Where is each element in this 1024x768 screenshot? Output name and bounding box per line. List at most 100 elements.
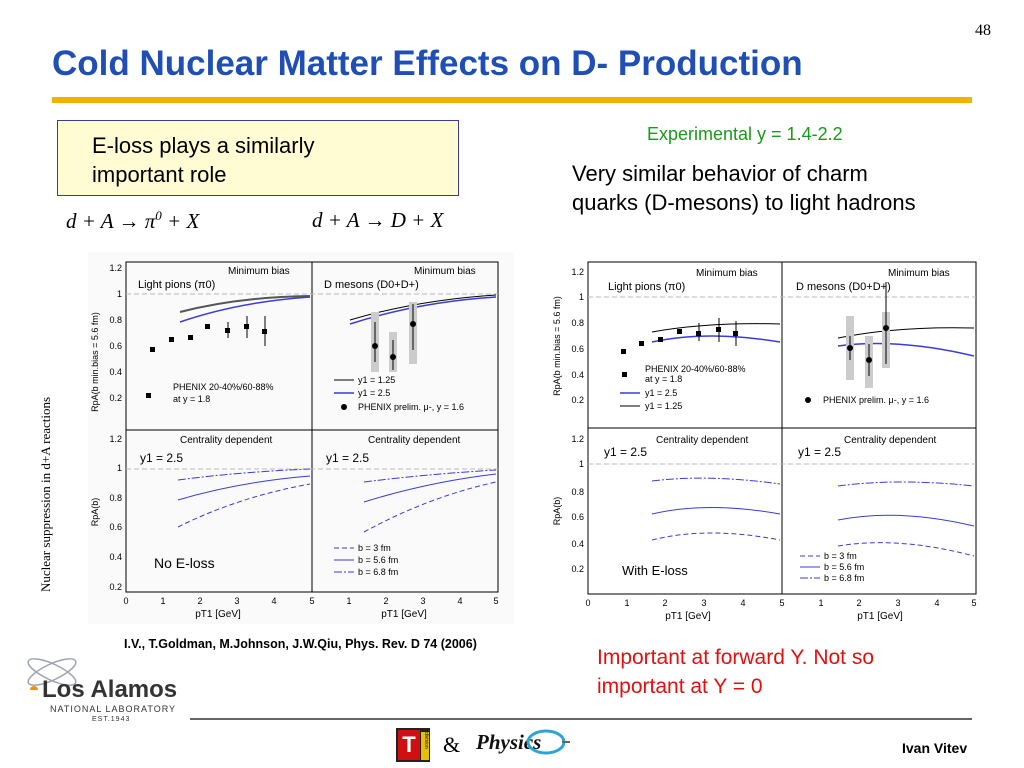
t-letter: T [398, 730, 420, 760]
panel-title: Centrality dependent [656, 435, 749, 446]
y-tick: 0.4 [571, 539, 584, 549]
y-tick: 1.2 [571, 434, 584, 444]
equation-pion-tail: + X [167, 209, 200, 233]
panel-title: Light pions (π0) [608, 281, 685, 293]
legend-text: PHENIX prelim. μ-, y = 1.6 [358, 402, 464, 412]
equation-dmeson-lhs: d + A [312, 208, 360, 232]
x-tick: 0 [585, 598, 590, 608]
x-tick: 1 [624, 598, 629, 608]
legend-text: y1 = 1.25 [645, 401, 682, 411]
physics-text: Physics [476, 730, 542, 754]
callout-line-2: important role [92, 162, 227, 187]
x-tick: 3 [701, 598, 706, 608]
important-note: Important at forward Y. Not so important… [597, 643, 977, 701]
x-tick: 1 [160, 596, 165, 606]
y-tick: 0.8 [571, 318, 584, 328]
y-tick: 0.8 [571, 487, 584, 497]
side-label: Nuclear suppression in d+A reactions [38, 396, 53, 592]
similar-line-1: Very similar behavior of charm [572, 161, 868, 186]
x-tick: 2 [856, 598, 861, 608]
x-tick: 3 [420, 596, 425, 606]
panel-title: Centrality dependent [844, 435, 937, 446]
panel-title: Centrality dependent [180, 435, 273, 446]
panel-tag: Minimum bias [696, 268, 758, 279]
y-tick: 0.4 [109, 552, 122, 562]
y-axis-label: RpA(b) [90, 498, 100, 527]
y-tick: 1 [579, 292, 584, 302]
important-line-1: Important at forward Y. Not so [597, 646, 875, 669]
x-tick: 5 [493, 596, 498, 606]
legend-text: PHENIX prelim. μ-, y = 1.6 [823, 395, 929, 405]
lanl-name: Los Alamos [42, 676, 178, 703]
panel-tag: y1 = 2.5 [326, 451, 369, 465]
similar-line-2: quarks (D-mesons) to light hadrons [572, 190, 916, 215]
similar-behavior-text: Very similar behavior of charm quarks (D… [572, 159, 992, 217]
y-tick: 0.2 [109, 582, 122, 592]
y-tick: 0.6 [109, 341, 122, 351]
legend-text: b = 6.8 fm [358, 567, 398, 577]
y-tick: 0.6 [109, 522, 122, 532]
ampersand: & [443, 732, 461, 757]
y-tick: 1 [117, 289, 122, 299]
x-tick: 3 [234, 596, 239, 606]
legend-text: at y = 1.8 [645, 374, 682, 384]
callout-box [57, 120, 459, 196]
x-tick: 4 [457, 596, 462, 606]
important-line-2: important at Y = 0 [597, 675, 763, 698]
y-tick: 0.2 [571, 395, 584, 405]
y-axis-label: RpA(b min.bias = 5.6 fm) [90, 312, 100, 412]
x-tick: 5 [971, 598, 976, 608]
legend-text: PHENIX 20-40%/60-88% [645, 364, 746, 374]
x-tick: 2 [197, 596, 202, 606]
y-tick: 0.2 [109, 393, 122, 403]
y-tick: 0.6 [571, 512, 584, 522]
arrow-icon: → [118, 209, 140, 233]
y-tick: 1.2 [109, 263, 122, 273]
y-axis-label: RpA(b min.bias = 5.6 fm) [552, 296, 562, 396]
t-division-side: division [421, 732, 429, 760]
figure-with-eloss: 1.2 1 0.8 0.6 0.4 0.2 1.2 1 0.8 0.6 0.4 … [548, 256, 980, 622]
legend-text: b = 3 fm [824, 551, 857, 561]
t-division-logo: T division [396, 728, 430, 762]
x-tick: 3 [895, 598, 900, 608]
panel-tag: y1 = 2.5 [140, 451, 183, 465]
slide-title: Cold Nuclear Matter Effects on D- Produc… [52, 44, 803, 83]
y-tick: 1.2 [109, 434, 122, 444]
y-tick: 1.2 [571, 267, 584, 277]
y-axis-label: RpA(b) [552, 497, 562, 526]
x-tick: 1 [346, 596, 351, 606]
atom-icon [27, 658, 77, 690]
legend-text: b = 3 fm [358, 543, 391, 553]
equation-dmeson-rhs: D + X [390, 208, 444, 232]
equation-pion: d + A → π0 + X [66, 208, 199, 234]
x-axis-label: pT1 [GeV] [381, 609, 427, 620]
callout-line-1: E-loss plays a similarly [92, 133, 315, 158]
panel-tag: Minimum bias [414, 266, 476, 277]
panel-title: D mesons (D0+D+) [796, 281, 891, 293]
x-axis-label: pT1 [GeV] [195, 609, 241, 620]
panel-tag: y1 = 2.5 [798, 445, 841, 459]
legend-text: y1 = 2.5 [645, 388, 677, 398]
x-axis-label: pT1 [GeV] [665, 611, 711, 622]
legend-text: b = 6.8 fm [824, 573, 864, 583]
legend-text: y1 = 1.25 [358, 375, 395, 385]
y-tick: 0.2 [571, 564, 584, 574]
callout-text: E-loss plays a similarly important role [92, 131, 412, 189]
x-axis-label: pT1 [GeV] [857, 611, 903, 622]
equation-dmeson: d + A → D + X [312, 208, 443, 233]
panel-title: D mesons (D0+D+) [324, 279, 419, 291]
panel-tag: Minimum bias [228, 266, 290, 277]
physics-logo: Physics [476, 730, 541, 755]
lanl-sub: NATIONAL LABORATORY [50, 704, 177, 714]
y-tick: 0.8 [109, 315, 122, 325]
physics-swoosh-icon [526, 729, 570, 755]
footer-rule [190, 718, 972, 720]
y-tick: 0.8 [109, 493, 122, 503]
y-tick: 1 [117, 463, 122, 473]
x-tick: 5 [309, 596, 314, 606]
figure-note: With E-loss [622, 563, 688, 578]
lanl-est: EST.1943 [92, 716, 131, 723]
reference-citation: I.V., T.Goldman, M.Johnson, J.W.Qiu, Phy… [124, 637, 477, 651]
y-tick: 0.6 [571, 344, 584, 354]
legend-text: b = 5.6 fm [358, 555, 398, 565]
